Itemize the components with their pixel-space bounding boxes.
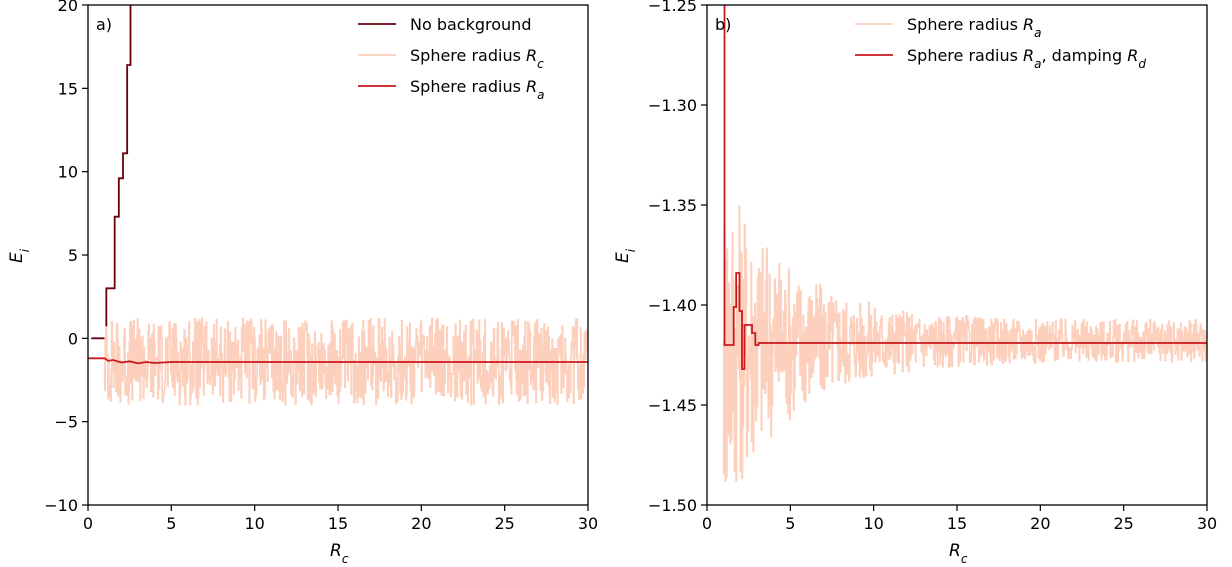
y-tick-label: 15 — [58, 79, 78, 98]
x-tick-label: 20 — [411, 514, 431, 533]
legend-label: Sphere radius Ra — [907, 15, 1041, 40]
series-line-2 — [103, 317, 588, 406]
x-tick-label: 5 — [166, 514, 176, 533]
y-tick-label: −5 — [54, 413, 78, 432]
x-tick-label: 5 — [785, 514, 795, 533]
x-axis-label: Rc — [330, 541, 349, 566]
y-tick-label: −1.40 — [648, 296, 697, 315]
x-tick-label: 20 — [1030, 514, 1050, 533]
x-tick-label: 15 — [947, 514, 967, 533]
y-tick-label: −1.50 — [648, 496, 697, 515]
legend: Sphere radius Ra Sphere radius Ra, dampin… — [855, 15, 1146, 71]
legend-label: Sphere radius Rc — [410, 46, 544, 71]
chart-panel-1: 0 5 10 15 20 25 30 −10 −5 0 5 10 15 20 Rc Ei a) No backgr… — [7, 0, 598, 566]
y-tick-label: 0 — [68, 329, 78, 348]
y-tick-label: 5 — [68, 246, 78, 265]
legend: No background Sphere radius Rc Sphere radi… — [358, 15, 544, 102]
chart-panel-2: 0 5 10 15 20 25 30 −1.50 −1.45 −1.40 −1.35 −1.30 −1.… — [613, 0, 1217, 566]
series-line-1 — [91, 5, 132, 340]
y-tick-label: 10 — [58, 163, 78, 182]
x-tick-label: 15 — [328, 514, 348, 533]
y-axis-label: Ei — [7, 248, 32, 263]
plot-area — [722, 5, 1207, 482]
y-tick-label: −1.35 — [648, 196, 697, 215]
x-tick-label: 30 — [1197, 514, 1217, 533]
x-tick-label: 0 — [702, 514, 712, 533]
series-line-2 — [723, 5, 1207, 370]
panel-label: a) — [96, 15, 112, 34]
axes-frame — [706, 4, 1208, 506]
y-tick-label: −10 — [44, 496, 78, 515]
legend-label: Sphere radius Ra, damping Rd — [907, 46, 1146, 71]
y-tick-label: −1.45 — [648, 396, 697, 415]
legend-label: Sphere radius Ra — [410, 77, 544, 102]
x-tick-label: 30 — [578, 514, 598, 533]
x-tick-label: 10 — [244, 514, 264, 533]
x-tick-label: 25 — [494, 514, 514, 533]
y-tick-label: −1.25 — [648, 0, 697, 15]
y-axis-label: Ei — [613, 248, 638, 263]
x-axis-label: Rc — [949, 541, 968, 566]
series-line-1 — [722, 205, 1207, 482]
y-tick-label: 20 — [58, 0, 78, 15]
panel-label: b) — [715, 15, 731, 34]
x-tick-label: 0 — [83, 514, 93, 533]
y-tick-label: −1.30 — [648, 96, 697, 115]
x-tick-label: 10 — [863, 514, 883, 533]
legend-label: No background — [410, 15, 531, 34]
plot-area — [88, 5, 588, 406]
x-tick-label: 25 — [1113, 514, 1133, 533]
series-line-3 — [88, 357, 588, 365]
